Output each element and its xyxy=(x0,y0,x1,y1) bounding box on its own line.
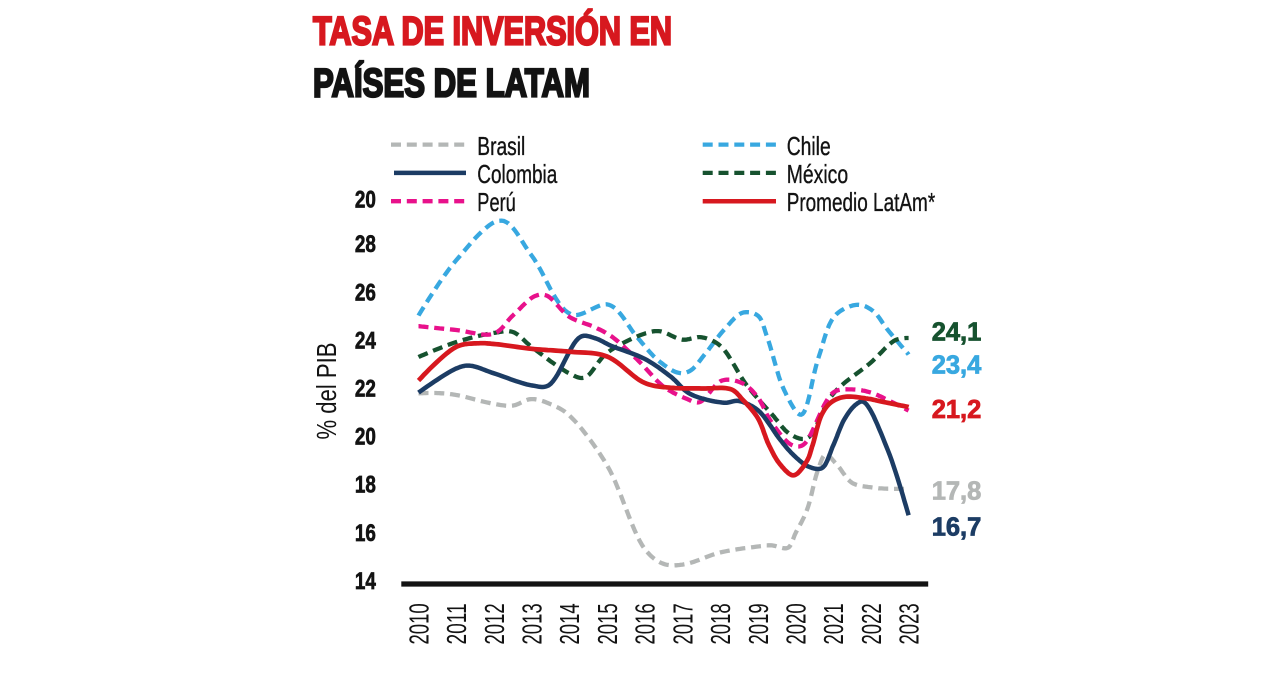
svg-text:2018: 2018 xyxy=(705,603,736,644)
svg-text:2017: 2017 xyxy=(667,603,698,644)
svg-text:2019: 2019 xyxy=(743,603,774,644)
svg-text:21,2: 21,2 xyxy=(932,396,982,424)
svg-text:2020: 2020 xyxy=(781,603,812,644)
svg-text:% del PIB: % del PIB xyxy=(311,343,342,440)
svg-text:24,1: 24,1 xyxy=(932,319,982,347)
svg-text:23,4: 23,4 xyxy=(932,352,982,380)
svg-text:24: 24 xyxy=(355,327,377,354)
svg-text:2010: 2010 xyxy=(403,603,434,644)
svg-text:22: 22 xyxy=(355,375,376,402)
svg-text:2015: 2015 xyxy=(592,603,623,644)
svg-text:20: 20 xyxy=(355,187,376,214)
svg-text:16,7: 16,7 xyxy=(932,513,982,541)
svg-text:2012: 2012 xyxy=(479,603,510,644)
svg-text:Brasil: Brasil xyxy=(477,131,525,161)
svg-text:Promedio LatAm*: Promedio LatAm* xyxy=(787,187,936,217)
svg-text:16: 16 xyxy=(355,520,376,547)
svg-text:14: 14 xyxy=(355,568,377,595)
svg-text:2016: 2016 xyxy=(630,603,661,644)
svg-text:TASA DE INVERSIÓN EN: TASA DE INVERSIÓN EN xyxy=(313,8,672,54)
svg-text:Chile: Chile xyxy=(787,131,831,161)
svg-text:18: 18 xyxy=(355,472,376,499)
svg-text:2022: 2022 xyxy=(856,603,887,644)
svg-text:26: 26 xyxy=(355,279,376,306)
svg-text:Perú: Perú xyxy=(477,187,516,217)
svg-text:17,8: 17,8 xyxy=(932,477,982,505)
svg-text:2021: 2021 xyxy=(818,603,849,644)
svg-text:2011: 2011 xyxy=(441,603,472,644)
svg-text:2023: 2023 xyxy=(894,603,925,644)
svg-text:México: México xyxy=(787,159,849,189)
svg-text:PAÍSES DE LATAM: PAÍSES DE LATAM xyxy=(313,60,590,105)
svg-text:2013: 2013 xyxy=(517,603,548,644)
svg-text:28: 28 xyxy=(355,231,376,258)
svg-text:Colombia: Colombia xyxy=(477,159,557,189)
svg-text:2014: 2014 xyxy=(554,603,585,644)
svg-text:20: 20 xyxy=(355,424,376,451)
